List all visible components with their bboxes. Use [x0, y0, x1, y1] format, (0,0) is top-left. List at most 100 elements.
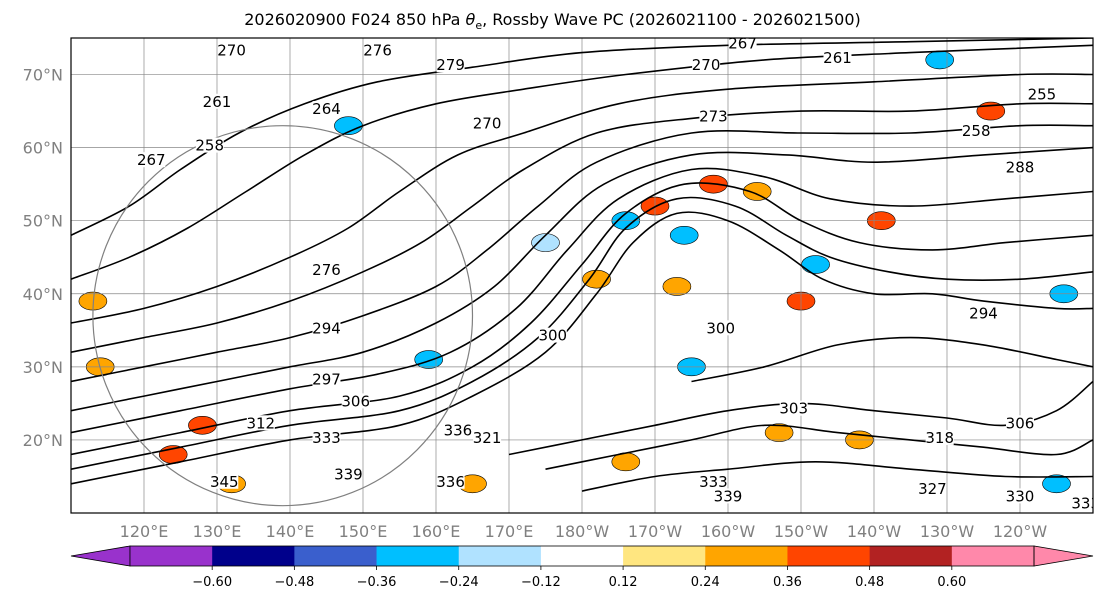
lon-tick-label: 170°E — [485, 522, 534, 541]
contour-label-bg — [334, 466, 363, 482]
contour-label: 261 — [823, 49, 852, 67]
colorbar-segment — [376, 546, 460, 566]
colorbar-segment — [130, 546, 213, 566]
contour-label: 339 — [334, 465, 363, 483]
lon-tick-label: 140°W — [847, 522, 902, 541]
lon-tick-label: 130°W — [920, 522, 975, 541]
contour-label: 279 — [436, 56, 465, 74]
contour-label-bg — [699, 108, 728, 124]
lon-tick-label: 160°E — [412, 522, 461, 541]
lon-tick-label: 130°E — [193, 522, 242, 541]
contour-label-bg — [706, 320, 735, 336]
lon-tick-label: 150°E — [339, 522, 388, 541]
colorbar-segment — [705, 546, 788, 566]
colorbar-over-triangle — [1033, 545, 1094, 567]
contour-label-bg — [1027, 86, 1056, 102]
contour-label-bg — [969, 305, 998, 321]
map-frame — [70, 37, 1094, 514]
contour-label-bg — [443, 422, 472, 438]
colorbar-segment — [951, 546, 1035, 566]
contour-label: 333 — [699, 473, 728, 491]
colorbar-tick-label: 0.12 — [609, 575, 638, 590]
chart-title: 2026020900 F024 850 hPa θe, Rossby Wave … — [244, 10, 861, 33]
theta-e-contour — [71, 196, 1093, 470]
contour-label-bg — [363, 42, 392, 58]
lon-tick-label: 150°W — [774, 522, 829, 541]
contour-label: 330 — [1006, 487, 1035, 505]
lon-tick-label: 120°E — [120, 522, 169, 541]
colorbar-tick-label: 0.36 — [773, 575, 802, 590]
colorbar-segment — [623, 546, 706, 566]
shading-patch — [414, 350, 444, 369]
colorbar-tick-label: −0.36 — [357, 575, 397, 590]
theta-e-contour — [71, 146, 1093, 412]
shading-patch — [801, 255, 830, 274]
contour-label-bg — [1071, 495, 1093, 511]
contour-label-bg — [312, 429, 341, 445]
contour-label-bg — [312, 101, 341, 117]
lon-tick-label: 170°W — [628, 522, 683, 541]
contour-label-bg — [925, 429, 954, 445]
contour-label: 276 — [363, 42, 392, 60]
contour-label-bg — [436, 57, 465, 73]
theta-e-contour — [71, 73, 1093, 324]
theta-e-contour — [71, 182, 1093, 456]
shading-patch — [531, 233, 560, 252]
lon-tick-label: 160°W — [701, 522, 756, 541]
colorbar-tick-label: −0.60 — [192, 575, 232, 590]
theta-e-contour — [71, 124, 1093, 383]
contour-label-bg — [203, 93, 231, 109]
contour-label-bg — [1006, 488, 1034, 504]
theta-e-contour — [71, 211, 1093, 485]
shading-patch — [764, 423, 794, 442]
lon-tick-label: 140°E — [266, 522, 315, 541]
colorbar-tick-label: 0.48 — [855, 575, 884, 590]
theta-e-contour — [691, 336, 1093, 383]
contour-label: 300 — [706, 319, 735, 337]
theta-e-contour — [71, 102, 1093, 353]
lat-tick-label: 70°N — [23, 66, 63, 85]
shading-patch — [662, 277, 692, 296]
contour-label-bg — [210, 473, 239, 489]
contour-label-bg — [779, 400, 808, 416]
contour-label-bg — [918, 481, 947, 497]
contour-label-bg — [436, 473, 465, 489]
lat-tick-label: 50°N — [23, 212, 63, 231]
contour-label: 306 — [341, 392, 370, 410]
contour-label-bg — [312, 261, 341, 277]
theta-e-contour — [545, 424, 1093, 470]
contour-label-bg — [473, 429, 502, 445]
colorbar-tick-label: −0.12 — [521, 575, 561, 590]
contour-label-bg — [823, 49, 852, 65]
colorbar-frame — [129, 545, 1035, 567]
contour-label: 303 — [779, 400, 808, 418]
contour-label: 276 — [312, 261, 341, 279]
shading-patch — [742, 182, 772, 201]
contour-label-bg — [699, 473, 728, 489]
contour-label: 339 — [714, 487, 743, 505]
contour-label: 333 — [1071, 495, 1100, 513]
contour-label: 270 — [217, 42, 246, 60]
contour-label: 288 — [1006, 159, 1035, 177]
shading-patch — [1042, 474, 1071, 494]
lat-tick-label: 60°N — [23, 139, 63, 158]
contour-label: 267 — [728, 34, 757, 52]
contour-label: 306 — [1006, 414, 1035, 432]
colorbar-tick-label: 0.24 — [691, 575, 720, 590]
colorbar-segment — [787, 546, 871, 566]
lat-tick-label: 20°N — [23, 431, 63, 450]
colorbar-segment — [540, 546, 624, 566]
contour-label-bg — [692, 57, 721, 73]
contour-label: 270 — [473, 115, 502, 133]
contour-label-bg — [714, 488, 742, 504]
colorbar-tick-label: 0.60 — [937, 575, 966, 590]
contour-label: 261 — [203, 93, 232, 111]
contour-label: 264 — [312, 100, 341, 118]
contour-label: 294 — [312, 319, 341, 337]
contour-label-bg — [246, 415, 275, 431]
contour-label-bg — [217, 42, 246, 58]
contour-label-bg — [195, 137, 224, 153]
lon-tick-label: 180°W — [555, 522, 610, 541]
contour-label-bg — [312, 320, 341, 336]
